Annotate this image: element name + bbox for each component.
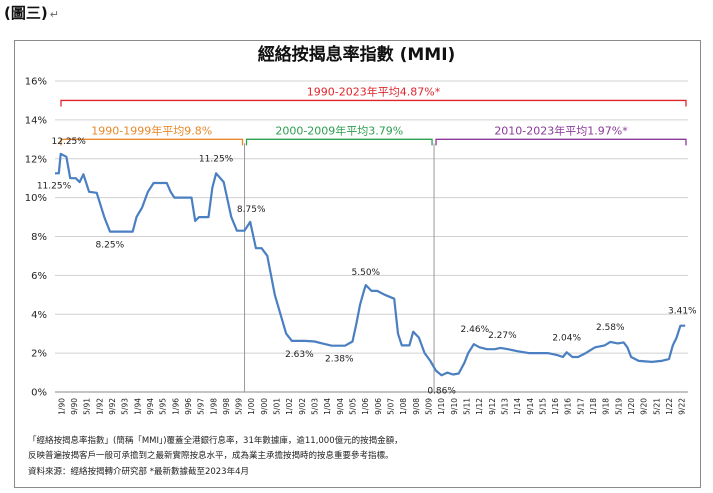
x-tick-label: 1/08 xyxy=(399,398,408,415)
x-tick-label: 9/98 xyxy=(222,398,231,415)
x-tick-label: 5/07 xyxy=(386,398,395,415)
x-tick-label: 9/92 xyxy=(108,398,117,415)
x-tick-label: 9/90 xyxy=(70,398,79,415)
x-tick-label: 5/01 xyxy=(273,398,282,415)
footnote-description-2: 反映普遍按揭客戶一般可承擔到之最新實際按息水平，成為業主承擔按揭時的按息重要參考… xyxy=(28,451,394,461)
x-tick-label: 1/22 xyxy=(665,398,674,415)
x-tick-label: 1/06 xyxy=(361,398,370,415)
bracket-overall: 1990-2023年平均4.87%* xyxy=(60,84,687,107)
x-tick-label: 1/92 xyxy=(95,398,104,415)
data-label-2005: 2.38% xyxy=(325,355,354,365)
x-tick-label: 5/21 xyxy=(652,398,661,415)
bracket-2010s-line xyxy=(435,138,687,146)
x-tick-label: 1/12 xyxy=(475,398,484,415)
x-tick-label: 9/22 xyxy=(678,398,687,415)
bracket-1990s: 1990-1999年平均9.8% xyxy=(60,123,244,146)
data-label-2019: 2.58% xyxy=(596,323,625,333)
y-tick-label: 12% xyxy=(25,154,47,165)
y-tick-label: 2% xyxy=(31,349,47,360)
footnote-source: 資料來源：經絡按揭轉介研究部 *最新數據截至2023年4月 xyxy=(28,467,249,477)
data-label-1998: 11.25% xyxy=(199,154,234,164)
data-label-2012: 2.46% xyxy=(461,325,490,335)
x-tick-label: 1/10 xyxy=(437,398,446,415)
bracket-1990s-label: 1990-1999年平均9.8% xyxy=(91,123,212,137)
x-tick-label: 5/91 xyxy=(83,398,92,415)
data-label-2023: 3.41% xyxy=(668,307,697,317)
x-tick-label: 1/90 xyxy=(57,398,66,415)
y-tick-label: 4% xyxy=(31,310,47,321)
x-tick-label: 1/16 xyxy=(551,398,560,415)
x-tick-label: 9/14 xyxy=(526,398,535,415)
bracket-overall-label: 1990-2023年平均4.87%* xyxy=(307,84,441,98)
x-tick-label: 5/99 xyxy=(235,398,244,415)
x-tick-label: 9/18 xyxy=(602,398,611,415)
bracket-2000s-line xyxy=(245,138,433,146)
x-tick-label: 5/97 xyxy=(197,398,206,415)
data-label-2010: 0.86% xyxy=(427,386,456,396)
y-tick-label: 16% xyxy=(25,77,47,88)
x-tick-label: 9/16 xyxy=(564,398,573,415)
x-tick-label: 1/18 xyxy=(589,398,598,415)
footnote-description-1: 「經絡按揭息率指數」(簡稱「MMI」)覆蓋全港銀行息率，31年數據庫，逾11,0… xyxy=(28,436,403,446)
series-line-mmi xyxy=(55,152,686,377)
x-tick-label: 5/15 xyxy=(538,398,547,415)
bracket-2010s: 2010-2023年平均1.97%* xyxy=(435,123,687,146)
bracket-1990s-line xyxy=(60,138,244,146)
data-label-2003: 2.63% xyxy=(285,350,314,360)
y-tick-label: 14% xyxy=(25,115,47,126)
data-label-2006: 5.50% xyxy=(352,268,381,278)
chart-title: 經絡按揭息率指數 (MMI) xyxy=(257,45,456,65)
y-tick-label: 0% xyxy=(31,388,47,399)
bracket-2010s-label: 2010-2023年平均1.97%* xyxy=(494,123,628,137)
x-tick-label: 9/08 xyxy=(412,398,421,415)
x-tick-label: 1/02 xyxy=(285,398,294,415)
x-tick-label: 9/00 xyxy=(260,398,269,415)
x-tick-label: 5/17 xyxy=(576,398,585,415)
bracket-2000s: 2000-2009年平均3.79% xyxy=(245,123,433,146)
figure-label: (圖三) ↵ xyxy=(4,4,59,22)
x-tick-label: 5/95 xyxy=(159,398,168,415)
x-tick-label: 5/03 xyxy=(311,398,320,415)
data-label-1990-peak: 12.25% xyxy=(52,137,87,147)
data-label-1993: 8.25% xyxy=(96,241,125,251)
bracket-overall-line xyxy=(60,99,687,107)
x-tick-label: 5/05 xyxy=(349,398,358,415)
x-tick-label: 1/98 xyxy=(209,398,218,415)
x-tick-label: 5/13 xyxy=(500,398,509,415)
x-tick-label: 1/00 xyxy=(247,398,256,415)
x-tick-label: 1/96 xyxy=(171,398,180,415)
data-label-2013: 2.27% xyxy=(488,331,517,341)
x-tick-label: 9/02 xyxy=(298,398,307,415)
x-tick-label: 9/10 xyxy=(450,398,459,415)
data-label-2017: 2.04% xyxy=(552,333,581,343)
x-tick-label: 9/04 xyxy=(336,398,345,415)
x-tick-label: 1/94 xyxy=(133,398,142,415)
y-tick-label: 10% xyxy=(25,193,47,204)
x-tick-label: 9/94 xyxy=(146,398,155,415)
x-tick-label: 1/14 xyxy=(513,398,522,415)
x-tick-label: 9/96 xyxy=(184,398,193,415)
x-tick-label: 5/11 xyxy=(462,398,471,415)
data-label-2000: 8.75% xyxy=(237,205,266,215)
x-tick-label: 9/06 xyxy=(374,398,383,415)
x-tick-label: 9/20 xyxy=(640,398,649,415)
data-label-1990-start: 11.25% xyxy=(37,181,72,191)
y-tick-label: 8% xyxy=(31,232,47,243)
x-tick-label: 1/04 xyxy=(323,398,332,415)
x-tick-label: 5/19 xyxy=(614,398,623,415)
bracket-2000s-label: 2000-2009年平均3.79% xyxy=(275,123,403,137)
return-mark-icon: ↵ xyxy=(49,8,59,21)
chart-frame xyxy=(14,40,701,488)
x-tick-label: 1/20 xyxy=(627,398,636,415)
y-tick-label: 6% xyxy=(31,271,47,282)
x-tick-label: 9/12 xyxy=(488,398,497,415)
x-tick-label: 5/93 xyxy=(121,398,130,415)
x-tick-label: 5/09 xyxy=(424,398,433,415)
